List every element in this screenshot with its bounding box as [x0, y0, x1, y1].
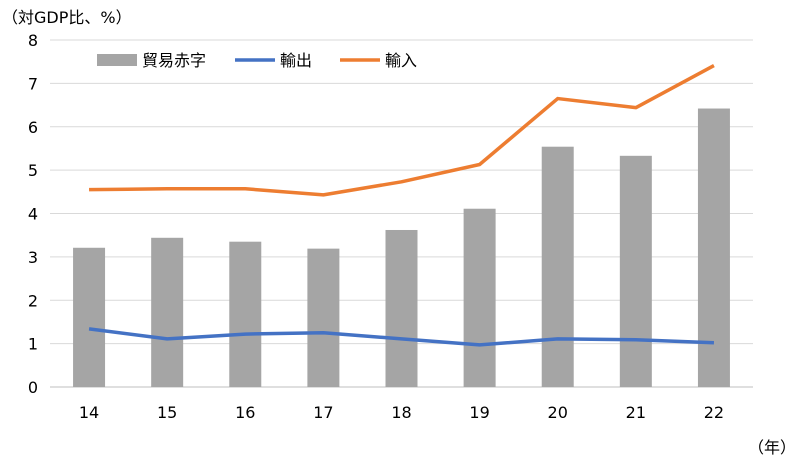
y-tick-label: 2 [28, 291, 38, 310]
x-tick-label: 17 [313, 403, 333, 422]
y-tick-label: 8 [28, 31, 38, 50]
bar-19 [463, 208, 496, 387]
legend-label: 輸出 [280, 51, 312, 70]
x-tick-label: 20 [548, 403, 568, 422]
bar-15 [151, 237, 184, 387]
y-tick-label: 1 [28, 335, 38, 354]
bar-16 [229, 241, 262, 387]
y-unit-label: （対GDP比、%） [2, 8, 132, 27]
y-tick-label: 0 [28, 378, 38, 397]
bar-17 [307, 248, 340, 387]
legend-swatch [97, 54, 137, 66]
x-tick-label: 14 [79, 403, 99, 422]
x-tick-label: 15 [157, 403, 177, 422]
bar-22 [697, 108, 730, 387]
bar-20 [541, 146, 574, 387]
x-tick-label: 18 [391, 403, 411, 422]
y-tick-label: 6 [28, 118, 38, 137]
x-tick-label: 22 [704, 403, 724, 422]
x-unit-label: （年） [748, 438, 797, 457]
y-tick-label: 4 [28, 205, 38, 224]
y-tick-label: 7 [28, 74, 38, 93]
y-tick-label: 3 [28, 248, 38, 267]
bar-14 [73, 247, 106, 387]
legend-label: 輸入 [385, 51, 417, 70]
bar-21 [619, 155, 652, 387]
bar-18 [385, 229, 418, 387]
y-tick-label: 5 [28, 161, 38, 180]
x-tick-label: 21 [626, 403, 646, 422]
x-tick-label: 16 [235, 403, 255, 422]
legend-label: 貿易赤字 [142, 51, 206, 70]
x-tick-label: 19 [469, 403, 489, 422]
